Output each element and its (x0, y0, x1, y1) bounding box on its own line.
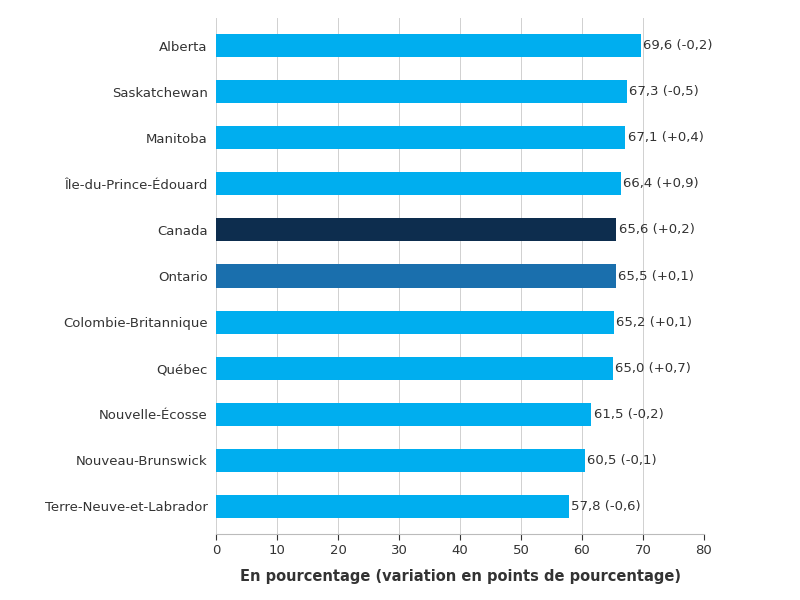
Text: 66,4 (+0,9): 66,4 (+0,9) (623, 178, 699, 190)
Bar (216, 172, 621, 196)
Text: 61,5 (-0,2): 61,5 (-0,2) (594, 408, 663, 421)
Bar (216, 356, 613, 380)
Bar (216, 449, 585, 472)
Text: 65,2 (+0,1): 65,2 (+0,1) (616, 316, 692, 329)
Bar (216, 80, 626, 103)
X-axis label: En pourcentage (variation en points de pourcentage): En pourcentage (variation en points de p… (239, 569, 681, 584)
Bar (216, 126, 626, 149)
Bar (216, 265, 615, 287)
Bar (216, 34, 641, 57)
Bar (216, 403, 591, 426)
Text: 57,8 (-0,6): 57,8 (-0,6) (571, 500, 641, 513)
Text: 65,5 (+0,1): 65,5 (+0,1) (618, 269, 694, 283)
Text: 60,5 (-0,1): 60,5 (-0,1) (587, 454, 657, 467)
Bar (216, 495, 569, 518)
Text: 67,1 (+0,4): 67,1 (+0,4) (628, 131, 704, 144)
Bar (216, 218, 616, 241)
Text: 67,3 (-0,5): 67,3 (-0,5) (629, 85, 698, 98)
Text: 65,6 (+0,2): 65,6 (+0,2) (618, 223, 694, 236)
Text: 65,0 (+0,7): 65,0 (+0,7) (615, 362, 691, 374)
Text: 69,6 (-0,2): 69,6 (-0,2) (643, 39, 713, 52)
Bar (216, 311, 614, 334)
